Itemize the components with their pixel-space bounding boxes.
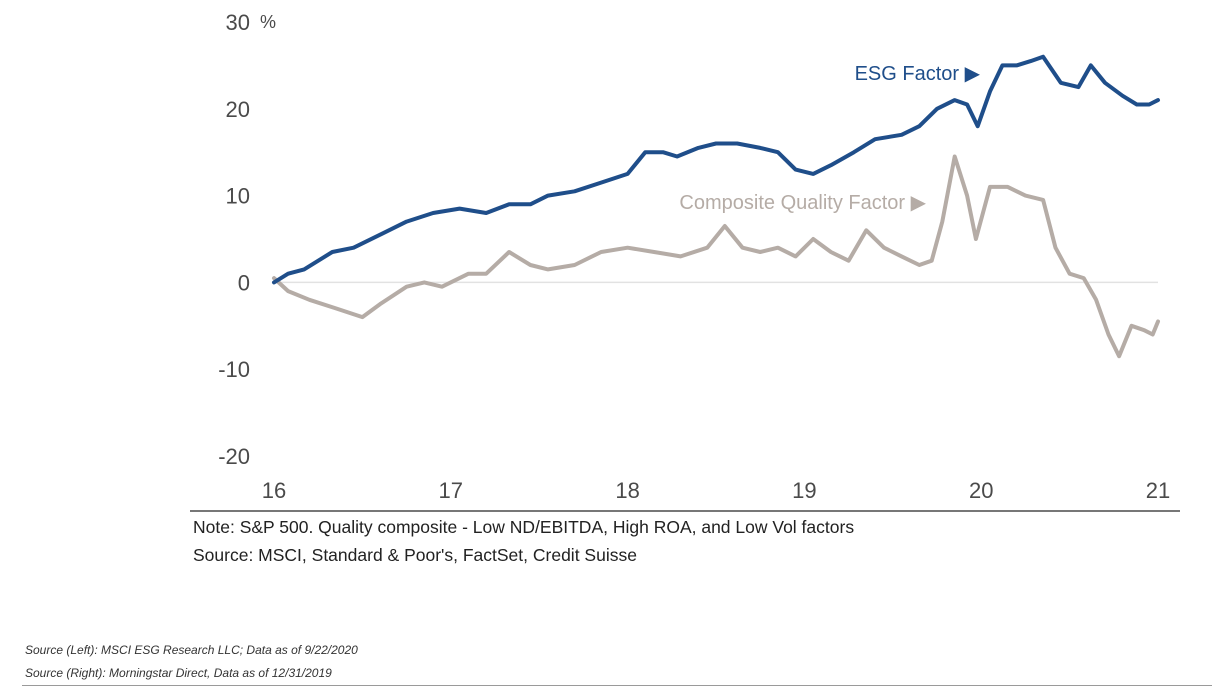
x-tick-label: 16	[262, 478, 286, 503]
y-tick-label: 0	[238, 270, 250, 295]
y-tick-label: 20	[226, 97, 250, 122]
y-tick-label: -20	[218, 444, 250, 469]
x-tick-label: 20	[969, 478, 993, 503]
y-axis-unit: %	[260, 12, 276, 32]
series-label: Composite Quality Factor ▶	[679, 192, 926, 214]
y-tick-label: 30	[226, 10, 250, 35]
bottom-divider	[22, 685, 1212, 686]
series-line	[272, 54, 1160, 285]
series-lines	[272, 54, 1160, 359]
x-tick-label: 18	[615, 478, 639, 503]
source-left: Source (Left): MSCI ESG Research LLC; Da…	[25, 643, 358, 657]
y-tick-label: -10	[218, 357, 250, 382]
series-labels: ESG Factor ▶ Composite Quality Factor ▶	[679, 63, 980, 214]
x-axis-ticks: 16 17 18 19 20 21	[262, 478, 1170, 503]
chart-note: Note: S&P 500. Quality composite - Low N…	[193, 517, 855, 537]
x-tick-label: 17	[439, 478, 463, 503]
x-tick-label: 19	[792, 478, 816, 503]
line-chart: 30 20 10 0 -10 -20 % 16 17 18 19 20 21 ESG Factor …	[190, 10, 1180, 512]
y-tick-label: 10	[226, 184, 250, 209]
source-right: Source (Right): Morningstar Direct, Data…	[25, 666, 332, 680]
series-line	[272, 154, 1160, 359]
series-label: ESG Factor ▶	[855, 63, 981, 85]
chart-source: Source: MSCI, Standard & Poor's, FactSet…	[193, 545, 637, 565]
y-axis-ticks: 30 20 10 0 -10 -20	[218, 10, 250, 469]
x-tick-label: 21	[1146, 478, 1170, 503]
